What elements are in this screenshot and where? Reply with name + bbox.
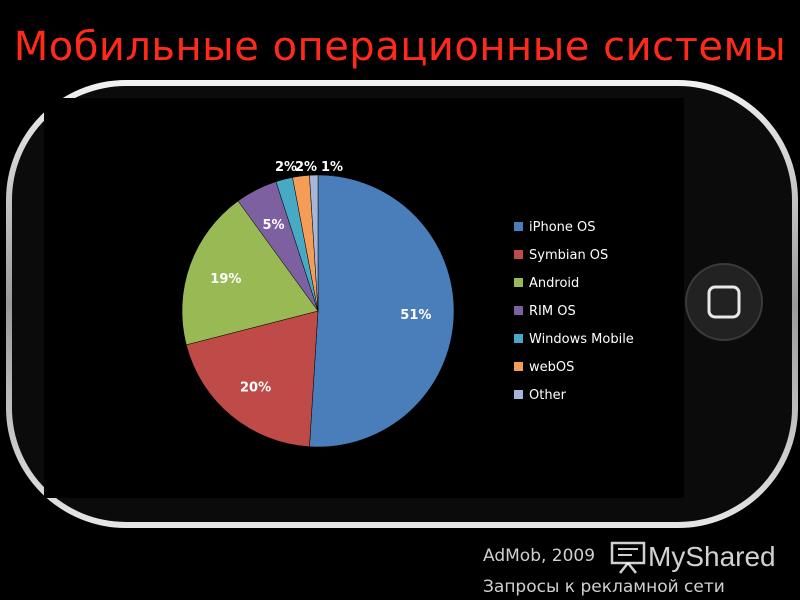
legend-swatch-iphone-os (514, 222, 523, 231)
legend-swatch-android (514, 278, 523, 287)
legend-label-windows-mobile: Windows Mobile (529, 332, 634, 347)
pie-label-other: 1% (321, 160, 343, 175)
legend-swatch-rim-os (514, 306, 523, 315)
source-text: AdMob, 2009 (483, 546, 596, 566)
legend-swatch-windows-mobile (514, 334, 523, 343)
pie-slice-symbian-os (185, 310, 319, 447)
pie-label-windows-mobile: 2% (275, 160, 297, 175)
pie-label-rim-os: 5% (263, 218, 285, 233)
home-button[interactable] (685, 263, 763, 341)
pie-label-webos: 2% (295, 160, 317, 175)
legend-swatch-other (514, 390, 523, 399)
legend-label-rim-os: RIM OS (529, 304, 576, 319)
pie-label-android: 19% (210, 272, 241, 287)
legend-swatch-webos (514, 362, 523, 371)
pie-slices (181, 174, 455, 448)
presentation-icon (610, 541, 646, 574)
legend-swatch-symbian-os (514, 250, 523, 259)
pie-slice-iphone-os (309, 174, 455, 448)
legend-label-symbian-os: Symbian OS (529, 248, 608, 263)
pie-labels: 51% 20% 19% 5% 2%2% 1% (210, 160, 431, 395)
pie-label-symbian-os: 20% (240, 380, 271, 395)
pie-slice-other (309, 174, 319, 312)
watermark-logo: MyShared (608, 534, 798, 580)
pie-label-iphone-os: 51% (400, 308, 431, 323)
legend-label-webos: webOS (529, 360, 574, 375)
legend-label-iphone-os: iPhone OS (529, 220, 596, 235)
chart-legend: iPhone OS Symbian OS Android RIM OS Windows … (514, 220, 634, 403)
pie-slice-android (181, 200, 319, 346)
description-text: Запросы к рекламной сети (483, 577, 725, 597)
page-title: Мобильные операционные системы (13, 24, 787, 70)
legend-label-android: Android (529, 276, 579, 291)
legend-label-other: Other (529, 388, 567, 403)
watermark-text: MyShared (648, 541, 776, 572)
